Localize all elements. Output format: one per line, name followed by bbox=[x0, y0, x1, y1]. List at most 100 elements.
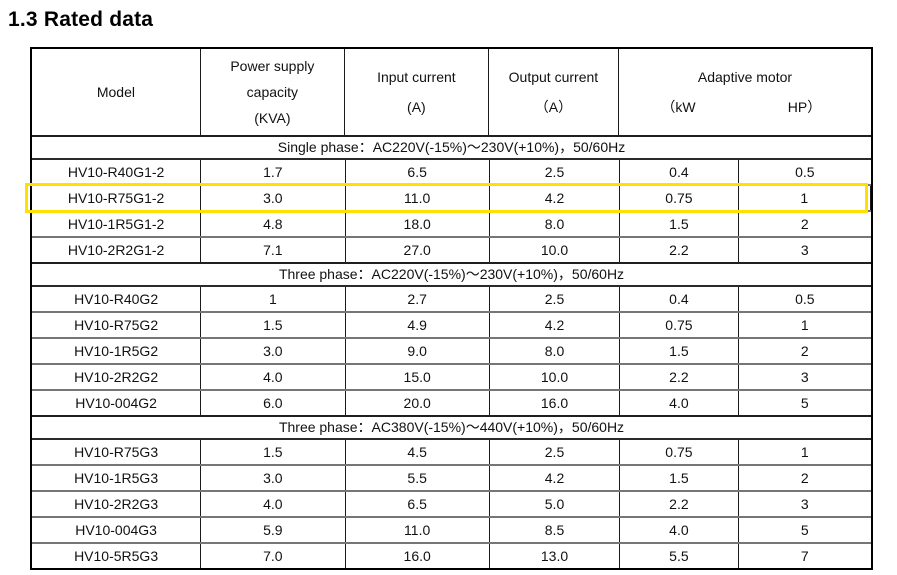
column-header-model: Model bbox=[32, 49, 201, 135]
cell-model: HV10-2R2G2 bbox=[32, 365, 202, 389]
table-row: HV10-R75G2 1.5 4.9 4.2 0.75 1 bbox=[32, 311, 871, 337]
cell-kva: 4.0 bbox=[201, 365, 346, 389]
cell-hp: 5 bbox=[800, 395, 809, 411]
cell-kw: 0.75 bbox=[620, 440, 739, 464]
rated-data-table-body: Single phase：AC220V(-15%)～230V(+10%)，50/… bbox=[25, 135, 871, 568]
cell-kva: 4.8 bbox=[201, 212, 346, 236]
table-row: HV10-5R5G3 7.0 16.0 13.0 5.5 7 bbox=[32, 542, 871, 568]
cell-kva: 5.9 bbox=[201, 518, 346, 542]
cell-hp: 3 bbox=[800, 369, 809, 385]
section-header-row: Single phase：AC220V(-15%)～230V(+10%)，50/… bbox=[32, 135, 871, 158]
cell-model: HV10-1R5G2 bbox=[32, 339, 202, 363]
table-header-row: Model Power supply capacity (KVA) Input … bbox=[32, 49, 871, 135]
table-row: HV10-1R5G1-2 4.8 18.0 8.0 1.5 2 bbox=[32, 210, 871, 236]
cell-hp: 2 bbox=[800, 216, 809, 232]
cell-hp: 3 bbox=[800, 242, 809, 258]
cell-model: HV10-R75G1-2 bbox=[32, 186, 202, 210]
cell-kw: 0.75 bbox=[620, 186, 739, 210]
cell-input_a: 27.0 bbox=[346, 238, 490, 262]
cell-hp: 0.5 bbox=[795, 291, 815, 307]
cell-model: HV10-R40G2 bbox=[32, 287, 202, 311]
column-header-model-label: Model bbox=[96, 84, 135, 100]
cell-input_a: 16.0 bbox=[346, 544, 490, 568]
table-row: HV10-2R2G2 4.0 15.0 10.0 2.2 3 bbox=[32, 363, 871, 389]
cell-input_a: 4.9 bbox=[346, 313, 490, 337]
cell-input_a: 11.0 bbox=[346, 518, 490, 542]
cell-output_a: 8.0 bbox=[490, 339, 621, 363]
cell-output_a: 4.2 bbox=[490, 186, 621, 210]
cell-output_a: 8.5 bbox=[490, 518, 621, 542]
section-header-row: Three phase：AC380V(-15%)～440V(+10%)，50/6… bbox=[32, 415, 871, 438]
column-header-motor-kw: （kW bbox=[661, 99, 696, 115]
cell-hp: 7 bbox=[800, 548, 809, 564]
cell-model: HV10-R75G3 bbox=[32, 440, 202, 464]
cell-hp: 3 bbox=[800, 496, 809, 512]
cell-kw: 2.2 bbox=[620, 365, 739, 389]
cell-kva: 3.0 bbox=[201, 339, 346, 363]
cell-hp: 2 bbox=[800, 343, 809, 359]
cell-hp: 0.5 bbox=[795, 164, 815, 180]
cell-hp: 2 bbox=[800, 470, 809, 486]
cell-kw: 1.5 bbox=[620, 339, 739, 363]
cell-kw: 5.5 bbox=[620, 544, 739, 568]
column-header-adaptive-motor: Adaptive motor （kW HP） bbox=[619, 49, 871, 135]
cell-output_a: 4.2 bbox=[490, 466, 621, 490]
table-row: HV10-1R5G2 3.0 9.0 8.0 1.5 2 bbox=[32, 337, 871, 363]
cell-input_a: 4.5 bbox=[346, 440, 490, 464]
cell-output_a: 10.0 bbox=[490, 238, 621, 262]
cell-output_a: 2.5 bbox=[490, 160, 621, 184]
cell-output_a: 2.5 bbox=[490, 287, 621, 311]
column-header-output-current: Output current （A） bbox=[489, 49, 619, 135]
cell-hp: 1 bbox=[739, 186, 871, 210]
cell-model: HV10-2R2G1-2 bbox=[32, 238, 202, 262]
cell-input_a: 9.0 bbox=[346, 339, 490, 363]
cell-kva: 1.5 bbox=[201, 313, 346, 337]
table-row: HV10-004G3 5.9 11.0 8.5 4.0 5 bbox=[32, 516, 871, 542]
cell-output_a: 5.0 bbox=[490, 492, 621, 516]
cell-kva: 3.0 bbox=[201, 466, 346, 490]
cell-hp: 5 bbox=[800, 522, 809, 538]
cell-kva: 1 bbox=[201, 287, 346, 311]
cell-output_a: 2.5 bbox=[490, 440, 621, 464]
table-row: HV10-2R2G1-2 7.1 27.0 10.0 2.2 3 bbox=[32, 236, 871, 262]
cell-model: HV10-2R2G3 bbox=[32, 492, 202, 516]
cell-hp: 1 bbox=[800, 444, 809, 460]
table-row: HV10-R75G1-2 3.0 11.0 4.2 0.75 1 bbox=[25, 183, 871, 213]
cell-kva: 3.0 bbox=[201, 186, 346, 210]
cell-kva: 4.0 bbox=[201, 492, 346, 516]
cell-model: HV10-1R5G3 bbox=[32, 466, 202, 490]
cell-input_a: 20.0 bbox=[346, 391, 490, 415]
cell-kw: 0.4 bbox=[620, 160, 739, 184]
cell-model: HV10-1R5G1-2 bbox=[32, 212, 202, 236]
cell-kw: 2.2 bbox=[620, 492, 739, 516]
cell-model: HV10-R75G2 bbox=[32, 313, 202, 337]
cell-hp: 1 bbox=[800, 317, 809, 333]
cell-kw: 0.75 bbox=[620, 313, 739, 337]
cell-output_a: 16.0 bbox=[490, 391, 621, 415]
cell-output_a: 4.2 bbox=[490, 313, 621, 337]
cell-kw: 2.2 bbox=[620, 238, 739, 262]
cell-output_a: 10.0 bbox=[490, 365, 621, 389]
table-row: HV10-R75G3 1.5 4.5 2.5 0.75 1 bbox=[32, 438, 871, 464]
cell-input_a: 6.5 bbox=[346, 492, 490, 516]
cell-input_a: 15.0 bbox=[346, 365, 490, 389]
cell-kw: 4.0 bbox=[620, 518, 739, 542]
cell-input_a: 11.0 bbox=[346, 186, 490, 210]
cell-input_a: 5.5 bbox=[346, 466, 490, 490]
cell-input_a: 18.0 bbox=[346, 212, 490, 236]
table-row: HV10-1R5G3 3.0 5.5 4.2 1.5 2 bbox=[32, 464, 871, 490]
cell-model: HV10-004G3 bbox=[32, 518, 202, 542]
cell-output_a: 8.0 bbox=[490, 212, 621, 236]
column-header-input-current: Input current (A) bbox=[345, 49, 489, 135]
cell-kva: 1.7 bbox=[201, 160, 346, 184]
column-header-motor-hp: HP） bbox=[787, 99, 822, 115]
section-header-row: Three phase：AC220V(-15%)～230V(+10%)，50/6… bbox=[32, 262, 871, 285]
rated-data-table: Model Power supply capacity (KVA) Input … bbox=[25, 47, 873, 570]
cell-model: HV10-R40G1-2 bbox=[32, 160, 202, 184]
cell-kw: 4.0 bbox=[620, 391, 739, 415]
cell-kva: 7.0 bbox=[201, 544, 346, 568]
page-title: 1.3 Rated data bbox=[8, 8, 154, 31]
cell-model: HV10-5R5G3 bbox=[32, 544, 202, 568]
cell-kva: 7.1 bbox=[201, 238, 346, 262]
table-row: HV10-2R2G3 4.0 6.5 5.0 2.2 3 bbox=[32, 490, 871, 516]
